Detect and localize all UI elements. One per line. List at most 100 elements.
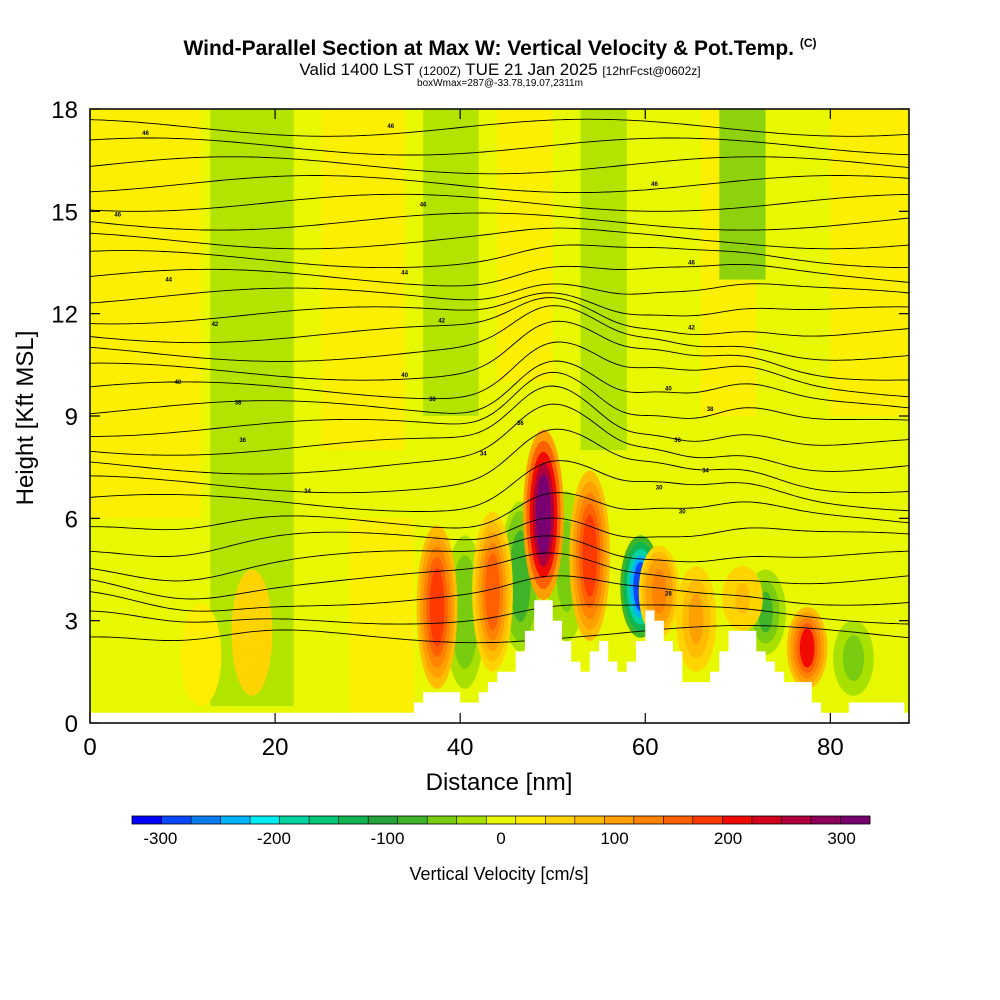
colorbar-tick-label: -200 xyxy=(257,829,291,848)
theta-contour-label: 36 xyxy=(674,438,681,444)
chart-title: Wind-Parallel Section at Max W: Vertical… xyxy=(0,36,1000,61)
colorbar-swatch xyxy=(840,816,871,824)
colorbar-swatch xyxy=(633,816,664,824)
theta-contour xyxy=(90,460,909,512)
valid-time: Valid 1400 LST xyxy=(299,60,415,79)
colorbar-tick-label: 300 xyxy=(827,829,855,848)
field-band xyxy=(497,109,553,382)
theta-contour-label: 36 xyxy=(517,421,524,427)
theta-contour-label: 42 xyxy=(212,322,219,328)
theta-contour xyxy=(90,263,909,287)
colorbar-swatch xyxy=(692,816,723,824)
downdraft-core xyxy=(457,575,473,649)
x-tick-label: 20 xyxy=(262,734,289,761)
downdraft-core xyxy=(846,640,861,677)
theta-contour xyxy=(90,292,909,325)
colorbar-tick-label: 100 xyxy=(600,829,628,848)
theta-contour xyxy=(90,604,909,625)
valid-utc: (1200Z) xyxy=(418,64,461,78)
updraft-core xyxy=(536,473,551,556)
y-tick-label: 12 xyxy=(51,302,78,329)
updraft-core xyxy=(193,630,209,680)
theta-contour-label: 40 xyxy=(175,380,182,386)
y-tick-label: 18 xyxy=(51,97,78,124)
colorbar-swatch xyxy=(191,816,221,824)
forecast-info: [12hrFcst@0602z] xyxy=(602,64,701,78)
updraft-core xyxy=(244,602,260,663)
theta-contour xyxy=(90,193,909,212)
theta-contour-label: 44 xyxy=(165,278,172,284)
theta-contour-label: 28 xyxy=(665,591,672,597)
updraft-core xyxy=(688,593,704,645)
theta-contour xyxy=(90,428,909,494)
theta-contour xyxy=(90,535,909,582)
theta-contour xyxy=(90,517,909,557)
theta-contour-label: 46 xyxy=(142,131,149,137)
theta-contour xyxy=(90,403,909,475)
contour-labels: 46 46 46 46 46 44 44 46 42 42 42 40 40 40 38 38 38 36 36 36… xyxy=(114,124,714,597)
field-band xyxy=(90,109,202,519)
x-axis: 0 20 40 60 80 xyxy=(83,109,844,761)
theta-contour-label: 38 xyxy=(707,407,714,413)
theta-contour-label: 42 xyxy=(688,325,695,331)
field-band xyxy=(580,109,627,451)
y-tick-label: 0 xyxy=(65,711,78,738)
theta-contour-label: 34 xyxy=(702,469,709,475)
theta-contour xyxy=(90,156,909,175)
updraft-core xyxy=(582,514,598,597)
theta-contour xyxy=(90,118,909,137)
colorbar-swatch xyxy=(397,816,428,824)
theta-contour xyxy=(90,385,909,456)
colorbar-swatch xyxy=(515,816,546,824)
colorbar-swatch xyxy=(486,816,517,824)
theta-contour-label: 46 xyxy=(651,182,658,188)
updraft-core xyxy=(735,582,750,615)
theta-contour-label: 40 xyxy=(665,387,672,393)
theta-contour xyxy=(90,552,909,600)
theta-contour xyxy=(90,320,909,381)
updraft-core xyxy=(485,553,500,631)
colorbar-swatch xyxy=(574,816,605,824)
field-band xyxy=(423,109,479,416)
colorbar-swatch xyxy=(161,816,192,824)
valid-date: TUE 21 Jan 2025 xyxy=(465,60,598,79)
theta-contour-label: 38 xyxy=(235,400,242,406)
copyright-mark: (C) xyxy=(799,36,817,50)
colorbar-swatch xyxy=(250,816,280,824)
colorbar-tick-label: 0 xyxy=(496,829,505,848)
colorbar-swatch xyxy=(279,816,310,824)
theta-contour-label: 36 xyxy=(239,438,246,444)
theta-contour-label: 34 xyxy=(480,452,487,458)
theta-contour-label: 30 xyxy=(656,486,663,492)
theta-contour xyxy=(90,175,909,194)
theta-contour xyxy=(90,283,909,304)
field-band xyxy=(321,109,405,451)
theta-contour xyxy=(90,212,909,231)
theta-contour-label: 38 xyxy=(429,397,436,403)
theta-contour xyxy=(90,137,909,156)
colorbar-swatch xyxy=(545,816,576,824)
colorbar-swatch xyxy=(781,816,812,824)
x-tick-label: 0 xyxy=(83,734,96,761)
theta-contour-label: 46 xyxy=(688,261,695,267)
colorbar-tick-label: -100 xyxy=(370,829,404,848)
theta-contour-label: 46 xyxy=(387,124,394,130)
colorbar-swatch xyxy=(132,816,162,824)
terrain-profile xyxy=(90,600,909,723)
theta-contour-label: 46 xyxy=(420,203,427,209)
y-axis-label: Height [Kft MSL] xyxy=(12,331,39,506)
theta-contour xyxy=(90,341,909,400)
theta-contour-label: 30 xyxy=(679,510,686,516)
updraft-core xyxy=(799,628,815,668)
theta-contour xyxy=(90,297,909,344)
colorbar-swatch xyxy=(309,816,340,824)
y-tick-label: 6 xyxy=(65,506,78,533)
boxwmax-label: boxWmax=287@-33.78,19.07,2311m xyxy=(417,78,583,89)
theta-contours xyxy=(90,118,909,644)
theta-contour-label: 34 xyxy=(304,489,311,495)
x-axis-label: Distance [nm] xyxy=(426,769,573,796)
y-tick-label: 9 xyxy=(65,404,78,431)
colorbar-swatch xyxy=(338,816,369,824)
